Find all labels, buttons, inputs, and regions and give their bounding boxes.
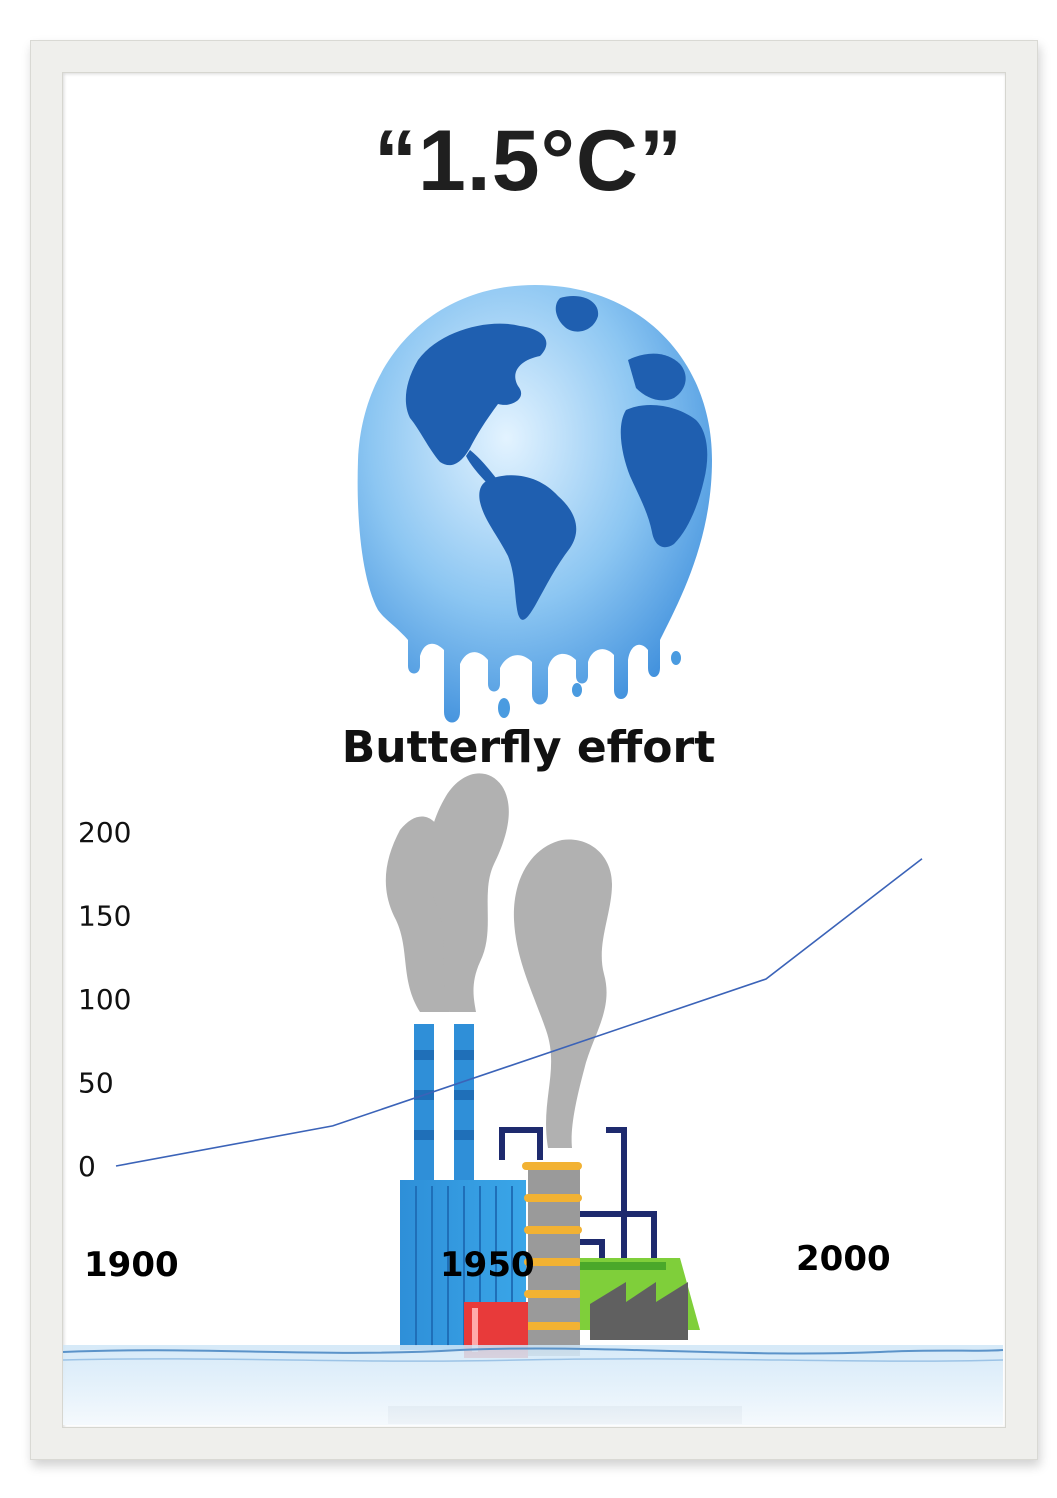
melting-globe-icon [357,285,712,723]
water-surface [62,1345,1004,1425]
smoke-icon [385,773,612,1148]
y-tick-label: 200 [78,816,131,849]
x-tick-label: 2000 [796,1239,891,1279]
y-tick-label: 100 [78,983,131,1016]
x-tick-label: 1900 [84,1245,179,1285]
y-tick-label: 150 [78,900,131,933]
poster-title: “1.5°C” [373,113,684,209]
x-tick-label: 1950 [440,1245,535,1285]
poster-subtitle: Butterfly effort [341,722,716,773]
y-tick-label: 50 [78,1067,114,1100]
series-line [115,858,923,1167]
y-tick-label: 0 [78,1150,96,1183]
